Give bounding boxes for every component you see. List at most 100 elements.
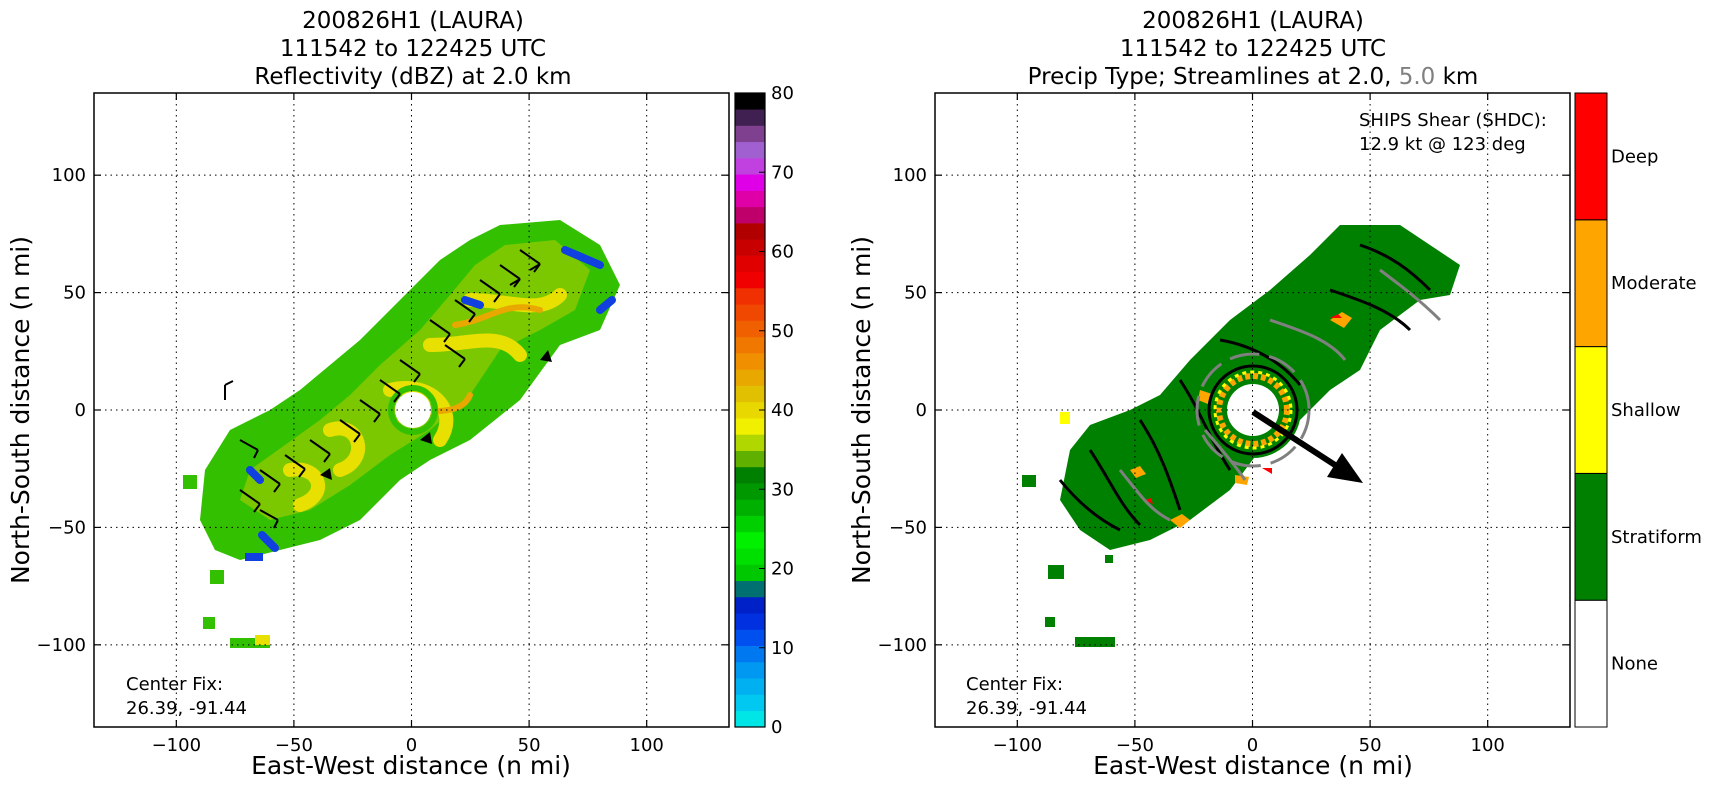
right-grid — [935, 93, 1570, 727]
colorbar-tick-label: 20 — [771, 559, 794, 580]
x-tick-label: 0 — [1247, 735, 1258, 756]
x-tick-label: −50 — [275, 735, 313, 756]
colorbar-swatch — [735, 174, 765, 191]
x-tick-label: 0 — [406, 735, 417, 756]
colorbar-swatch — [735, 450, 765, 468]
colorbar-swatch — [735, 369, 765, 386]
colorbar-swatch — [735, 401, 765, 419]
colorbar-swatch — [735, 141, 765, 159]
left-title-line-2: 111542 to 122425 UTC — [280, 36, 546, 62]
colorbar-swatch — [735, 564, 765, 581]
colorbar-swatch — [735, 288, 765, 305]
right-title-line-1: 200826H1 (LAURA) — [1142, 8, 1364, 34]
left-x-axis-label: East-West distance (n mi) — [251, 751, 571, 780]
colorbar-category-swatch — [1574, 92, 1608, 221]
y-tick-label: −50 — [48, 517, 86, 538]
colorbar-tick-label: 80 — [771, 83, 794, 104]
colorbar-swatch — [735, 548, 765, 565]
colorbar-swatch — [735, 661, 765, 679]
reflectivity-panel: 200826H1 (LAURA) 111542 to 122425 UTC Re… — [6, 8, 794, 780]
right-title-suffix: km — [1443, 64, 1479, 90]
right-title-line-2: 111542 to 122425 UTC — [1120, 36, 1386, 62]
colorbar-swatch — [735, 678, 765, 695]
colorbar-swatch — [735, 694, 765, 712]
colorbar-swatch — [735, 93, 765, 110]
x-tick-label: 50 — [518, 735, 541, 756]
shear-arrow — [1251, 409, 1363, 483]
right-y-axis-label: North-South distance (n mi) — [847, 236, 876, 584]
colorbar-swatch — [735, 613, 765, 630]
colorbar-swatch — [735, 223, 765, 240]
right-title-line-3: Precip Type; Streamlines at 2.0, 5.0 km — [1028, 64, 1479, 90]
left-y-axis-label: North-South distance (n mi) — [6, 236, 35, 584]
colorbar-swatch — [735, 418, 765, 435]
left-ticks: −100 −50 0 50 100 −100 −50 0 50 100 — [37, 93, 729, 756]
colorbar-swatch — [735, 515, 765, 533]
colorbar-swatch — [735, 466, 765, 484]
shear-value: 12.9 kt @ 123 deg — [1359, 134, 1526, 155]
precip-type-panel: 200826H1 (LAURA) 111542 to 122425 UTC Pr… — [847, 8, 1702, 780]
colorbar-category-label: Shallow — [1611, 400, 1681, 421]
colorbar-tick-label: 0 — [771, 717, 782, 738]
colorbar-tick-label: 10 — [771, 638, 794, 659]
colorbar-category-swatch — [1574, 472, 1608, 601]
colorbar-tick-label: 40 — [771, 400, 794, 421]
colorbar-swatch — [735, 125, 765, 143]
y-tick-label: 0 — [75, 400, 86, 421]
right-center-fix-label: Center Fix: — [966, 674, 1063, 695]
left-title-line-1: 200826H1 (LAURA) — [302, 8, 524, 34]
colorbar-swatch — [735, 434, 765, 451]
y-tick-label: −100 — [878, 635, 927, 656]
colorbar-swatch — [735, 499, 765, 516]
colorbar-swatch — [735, 645, 765, 663]
right-x-axis-label: East-West distance (n mi) — [1093, 751, 1413, 780]
colorbar-swatch — [735, 710, 765, 728]
colorbar-swatch — [735, 271, 765, 289]
x-tick-label: −50 — [1116, 735, 1154, 756]
shear-label: SHIPS Shear (SHDC): — [1359, 110, 1547, 131]
colorbar-swatch — [735, 385, 765, 403]
colorbar-swatch — [735, 158, 765, 175]
precip-type-field — [1022, 225, 1460, 647]
colorbar-tick-label: 50 — [771, 321, 794, 342]
colorbar-category-label: None — [1611, 654, 1658, 675]
reflectivity-colorbar: 0 10 20 30 40 50 60 70 80 — [734, 83, 794, 738]
y-tick-label: −50 — [889, 517, 927, 538]
colorbar-swatch — [735, 629, 765, 647]
colorbar-swatch — [735, 353, 765, 370]
right-ticks: −100 −50 0 50 100 −100 −50 0 50 100 — [878, 93, 1570, 756]
x-tick-label: 100 — [630, 735, 664, 756]
colorbar-tick-label: 30 — [771, 479, 794, 500]
colorbar-swatch — [735, 255, 765, 273]
y-tick-label: 50 — [63, 283, 86, 304]
colorbar-category-label: Deep — [1611, 146, 1658, 167]
right-title-highlight: 5.0 — [1399, 64, 1436, 90]
colorbar-swatch — [735, 206, 765, 224]
left-center-fix-value: 26.39, -91.44 — [126, 698, 247, 719]
y-tick-label: −100 — [37, 635, 86, 656]
right-center-fix-value: 26.39, -91.44 — [966, 698, 1087, 719]
colorbar-swatch — [735, 531, 765, 549]
x-tick-label: 50 — [1359, 735, 1382, 756]
x-tick-label: 100 — [1471, 735, 1505, 756]
y-tick-label: 100 — [893, 165, 927, 186]
precip-type-colorbar: None Stratiform Shallow Moderate Deep — [1574, 92, 1702, 728]
colorbar-tick-label: 70 — [771, 162, 794, 183]
colorbar-swatch — [735, 320, 765, 338]
colorbar-swatch — [735, 596, 765, 614]
y-tick-label: 100 — [52, 165, 86, 186]
colorbar-tick-label: 60 — [771, 242, 794, 263]
colorbar-swatch — [735, 239, 765, 256]
left-grid — [94, 93, 729, 727]
colorbar-swatch — [735, 336, 765, 354]
colorbar-swatch — [735, 109, 765, 126]
y-tick-label: 0 — [916, 400, 927, 421]
left-center-fix-label: Center Fix: — [126, 674, 223, 695]
wind-barbs — [224, 249, 552, 529]
colorbar-category-label: Stratiform — [1611, 527, 1702, 548]
colorbar-category-swatch — [1574, 346, 1608, 474]
left-title-line-3: Reflectivity (dBZ) at 2.0 km — [254, 64, 571, 90]
colorbar-swatch — [735, 190, 765, 208]
right-title-prefix: Precip Type; Streamlines at 2.0, — [1028, 64, 1392, 90]
